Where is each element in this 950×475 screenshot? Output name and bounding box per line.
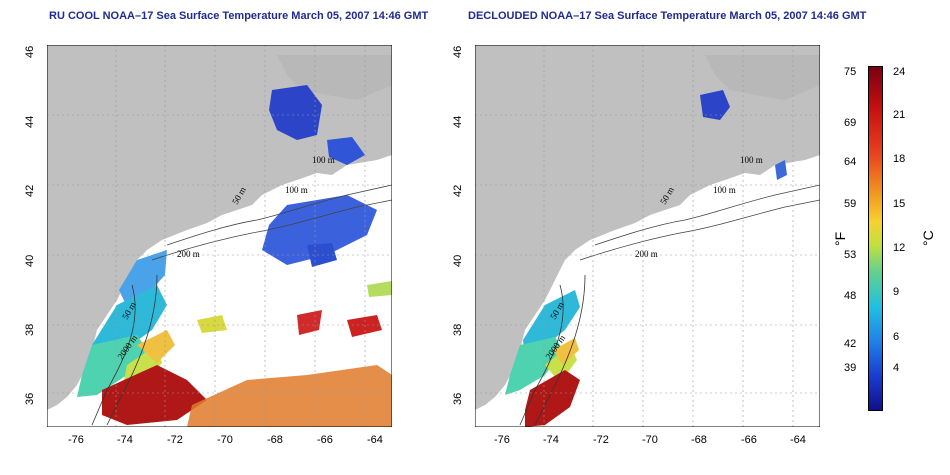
c-tick: 4: [893, 362, 900, 374]
lon-tick: -76: [68, 434, 84, 446]
lat-tick: 44: [452, 115, 464, 128]
lat-tick: 36: [24, 392, 36, 405]
raw-sst-map: 100 m 50 m 100 m 200 m 50 m 2000 m: [47, 45, 392, 427]
sst-patch-gulf-of-maine: [269, 85, 322, 140]
lon-tick: -64: [790, 434, 806, 446]
temperature-colorbar: [868, 66, 883, 411]
land-mass-right: [475, 45, 820, 410]
contour-label-100m-b-right: 100 m: [713, 185, 736, 195]
c-tick: 9: [893, 286, 900, 298]
lon-tick: -64: [367, 434, 383, 446]
right-map-title: DECLOUDED NOAA–17 Sea Surface Temperatur…: [468, 10, 867, 22]
f-tick: 64: [844, 156, 857, 168]
lon-tick: -68: [691, 434, 707, 446]
c-tick: 12: [893, 242, 906, 254]
f-tick: 75: [844, 66, 857, 78]
f-tick: 48: [844, 290, 857, 302]
lon-tick: -68: [267, 434, 283, 446]
lon-tick: -76: [494, 434, 510, 446]
celsius-unit-label: °C: [920, 230, 936, 246]
c-tick: 18: [893, 153, 906, 165]
lon-tick: -74: [543, 434, 559, 446]
c-tick: 6: [893, 331, 900, 343]
lat-tick: 38: [24, 323, 36, 336]
lat-tick: 46: [24, 45, 36, 58]
lat-tick: 38: [452, 323, 464, 336]
f-tick: 42: [844, 338, 857, 350]
lon-tick: -72: [593, 434, 609, 446]
c-tick: 15: [893, 198, 906, 210]
contour-label-100m-a-right: 100 m: [740, 155, 763, 165]
lat-tick: 40: [452, 254, 464, 267]
fahrenheit-unit-label: °F: [832, 231, 848, 246]
f-tick: 39: [844, 362, 857, 374]
lat-tick: 42: [24, 184, 36, 197]
lon-tick: -70: [217, 434, 233, 446]
lon-tick: -66: [741, 434, 757, 446]
contour-label-100m-b: 100 m: [285, 185, 308, 195]
lat-tick: 46: [452, 45, 464, 58]
lat-tick: 36: [452, 392, 464, 405]
lon-tick: -70: [642, 434, 658, 446]
contour-label-200m: 200 m: [177, 249, 200, 259]
lon-tick: -74: [117, 434, 133, 446]
lat-tick: 40: [24, 254, 36, 267]
raw-sst-map-canvas: 100 m 50 m 100 m 200 m 50 m 2000 m: [47, 45, 392, 427]
lon-tick: -66: [317, 434, 333, 446]
contour-label-200m-right: 200 m: [635, 249, 658, 259]
contour-label-100m-a: 100 m: [312, 155, 335, 165]
lat-tick: 44: [24, 115, 36, 128]
declouded-sst-map-canvas: 100 m 50 m 100 m 200 m 50 m 2000 m: [475, 45, 820, 427]
f-tick: 59: [844, 198, 857, 210]
c-tick: 21: [893, 109, 906, 121]
f-tick: 53: [844, 249, 857, 261]
c-tick: 24: [893, 66, 906, 78]
lat-tick: 42: [452, 184, 464, 197]
declouded-sst-map: 100 m 50 m 100 m 200 m 50 m 2000 m: [475, 45, 820, 427]
left-map-title: RU COOL NOAA–17 Sea Surface Temperature …: [49, 10, 429, 22]
f-tick: 69: [844, 117, 857, 129]
lon-tick: -72: [167, 434, 183, 446]
